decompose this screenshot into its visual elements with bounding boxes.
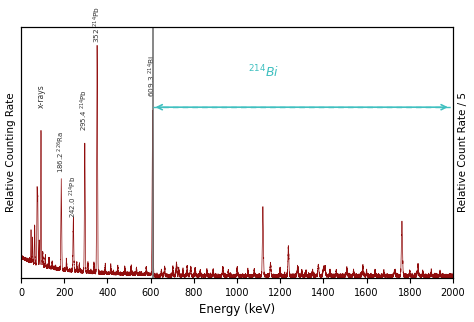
Y-axis label: Relative Count Rate / 5: Relative Count Rate / 5 <box>458 92 468 213</box>
Y-axis label: Relative Counting Rate: Relative Counting Rate <box>6 93 16 212</box>
Text: 186.2 $^{226}$Ra: 186.2 $^{226}$Ra <box>55 131 67 174</box>
Text: 352 $^{214}$Pb: 352 $^{214}$Pb <box>91 6 103 43</box>
Text: x-rays: x-rays <box>36 84 46 108</box>
Text: $^{214}$Bi: $^{214}$Bi <box>248 64 279 80</box>
Text: 609.3 $^{214}$Bi: 609.3 $^{214}$Bi <box>147 54 158 97</box>
Text: 295.4 $^{214}$Pb: 295.4 $^{214}$Pb <box>79 90 91 131</box>
Text: 242.0 $^{214}$Pb: 242.0 $^{214}$Pb <box>68 175 79 218</box>
X-axis label: Energy (keV): Energy (keV) <box>199 303 275 317</box>
